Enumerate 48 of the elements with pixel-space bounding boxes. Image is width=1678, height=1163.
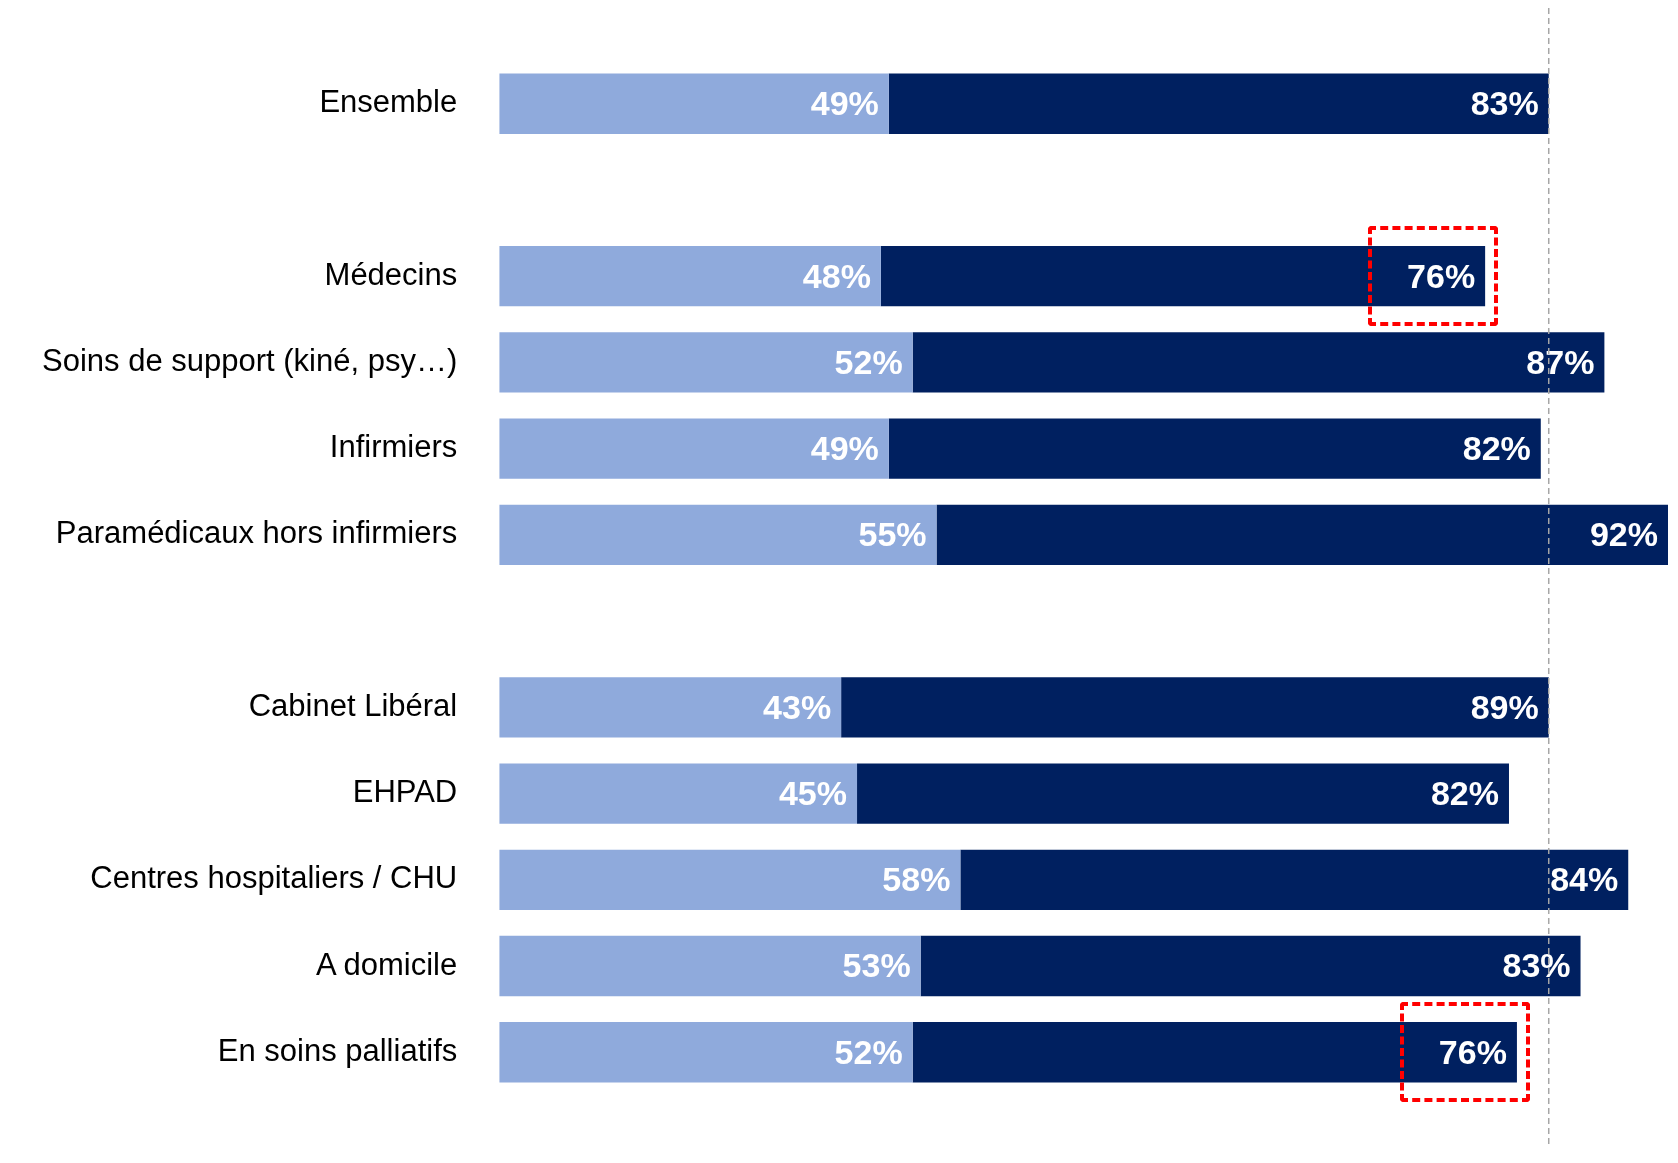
y-tick-label: En soins palliatifs: [217, 1032, 458, 1068]
data-label: 53%: [842, 946, 911, 985]
bar: [499, 504, 937, 566]
bar: [888, 418, 1541, 479]
data-label: 48%: [802, 256, 871, 295]
data-label: 89%: [1470, 687, 1539, 726]
bar: [499, 1022, 913, 1083]
data-label: 82%: [1430, 773, 1499, 812]
bar: [499, 849, 961, 910]
bar: [936, 504, 1668, 566]
bar: [499, 332, 913, 393]
data-label: 49%: [810, 84, 879, 123]
data-label: 76%: [1438, 1032, 1507, 1071]
bar: [499, 73, 889, 134]
bar: [499, 418, 889, 479]
bar: [841, 677, 1549, 738]
data-label: 55%: [858, 515, 927, 554]
bar: [960, 849, 1629, 910]
bar: [857, 763, 1509, 824]
y-tick-label: Médecins: [324, 256, 458, 292]
bar: [920, 935, 1581, 997]
y-tick-label: Infirmiers: [329, 429, 458, 465]
data-label: 84%: [1550, 860, 1619, 899]
data-label: 92%: [1589, 515, 1658, 554]
data-label: 52%: [834, 1032, 903, 1071]
bar: [912, 332, 1605, 393]
data-label: 52%: [834, 342, 903, 381]
data-label: 83%: [1502, 946, 1571, 985]
data-label: 49%: [810, 429, 879, 468]
data-label: 87%: [1526, 342, 1595, 381]
bar: [499, 935, 921, 997]
y-tick-label: Paramédicaux hors infirmiers: [55, 515, 458, 551]
data-label: 83%: [1470, 84, 1539, 123]
data-label: 45%: [778, 773, 848, 812]
data-label: 82%: [1462, 429, 1531, 468]
y-tick-label: Centres hospitaliers / CHU: [90, 860, 458, 896]
data-label: 43%: [763, 687, 832, 726]
y-tick-label: Ensemble: [319, 84, 458, 120]
bar: [499, 763, 858, 824]
bar: [499, 246, 881, 307]
bar: [499, 677, 842, 738]
y-tick-label: Soins de support (kiné, psy…): [42, 342, 458, 378]
data-label: 76%: [1407, 256, 1476, 295]
data-label: 58%: [882, 860, 951, 899]
y-tick-label: Cabinet Libéral: [248, 687, 458, 723]
y-tick-label: A domicile: [315, 946, 458, 982]
y-tick-label: EHPAD: [352, 774, 458, 810]
bar: [888, 73, 1549, 134]
